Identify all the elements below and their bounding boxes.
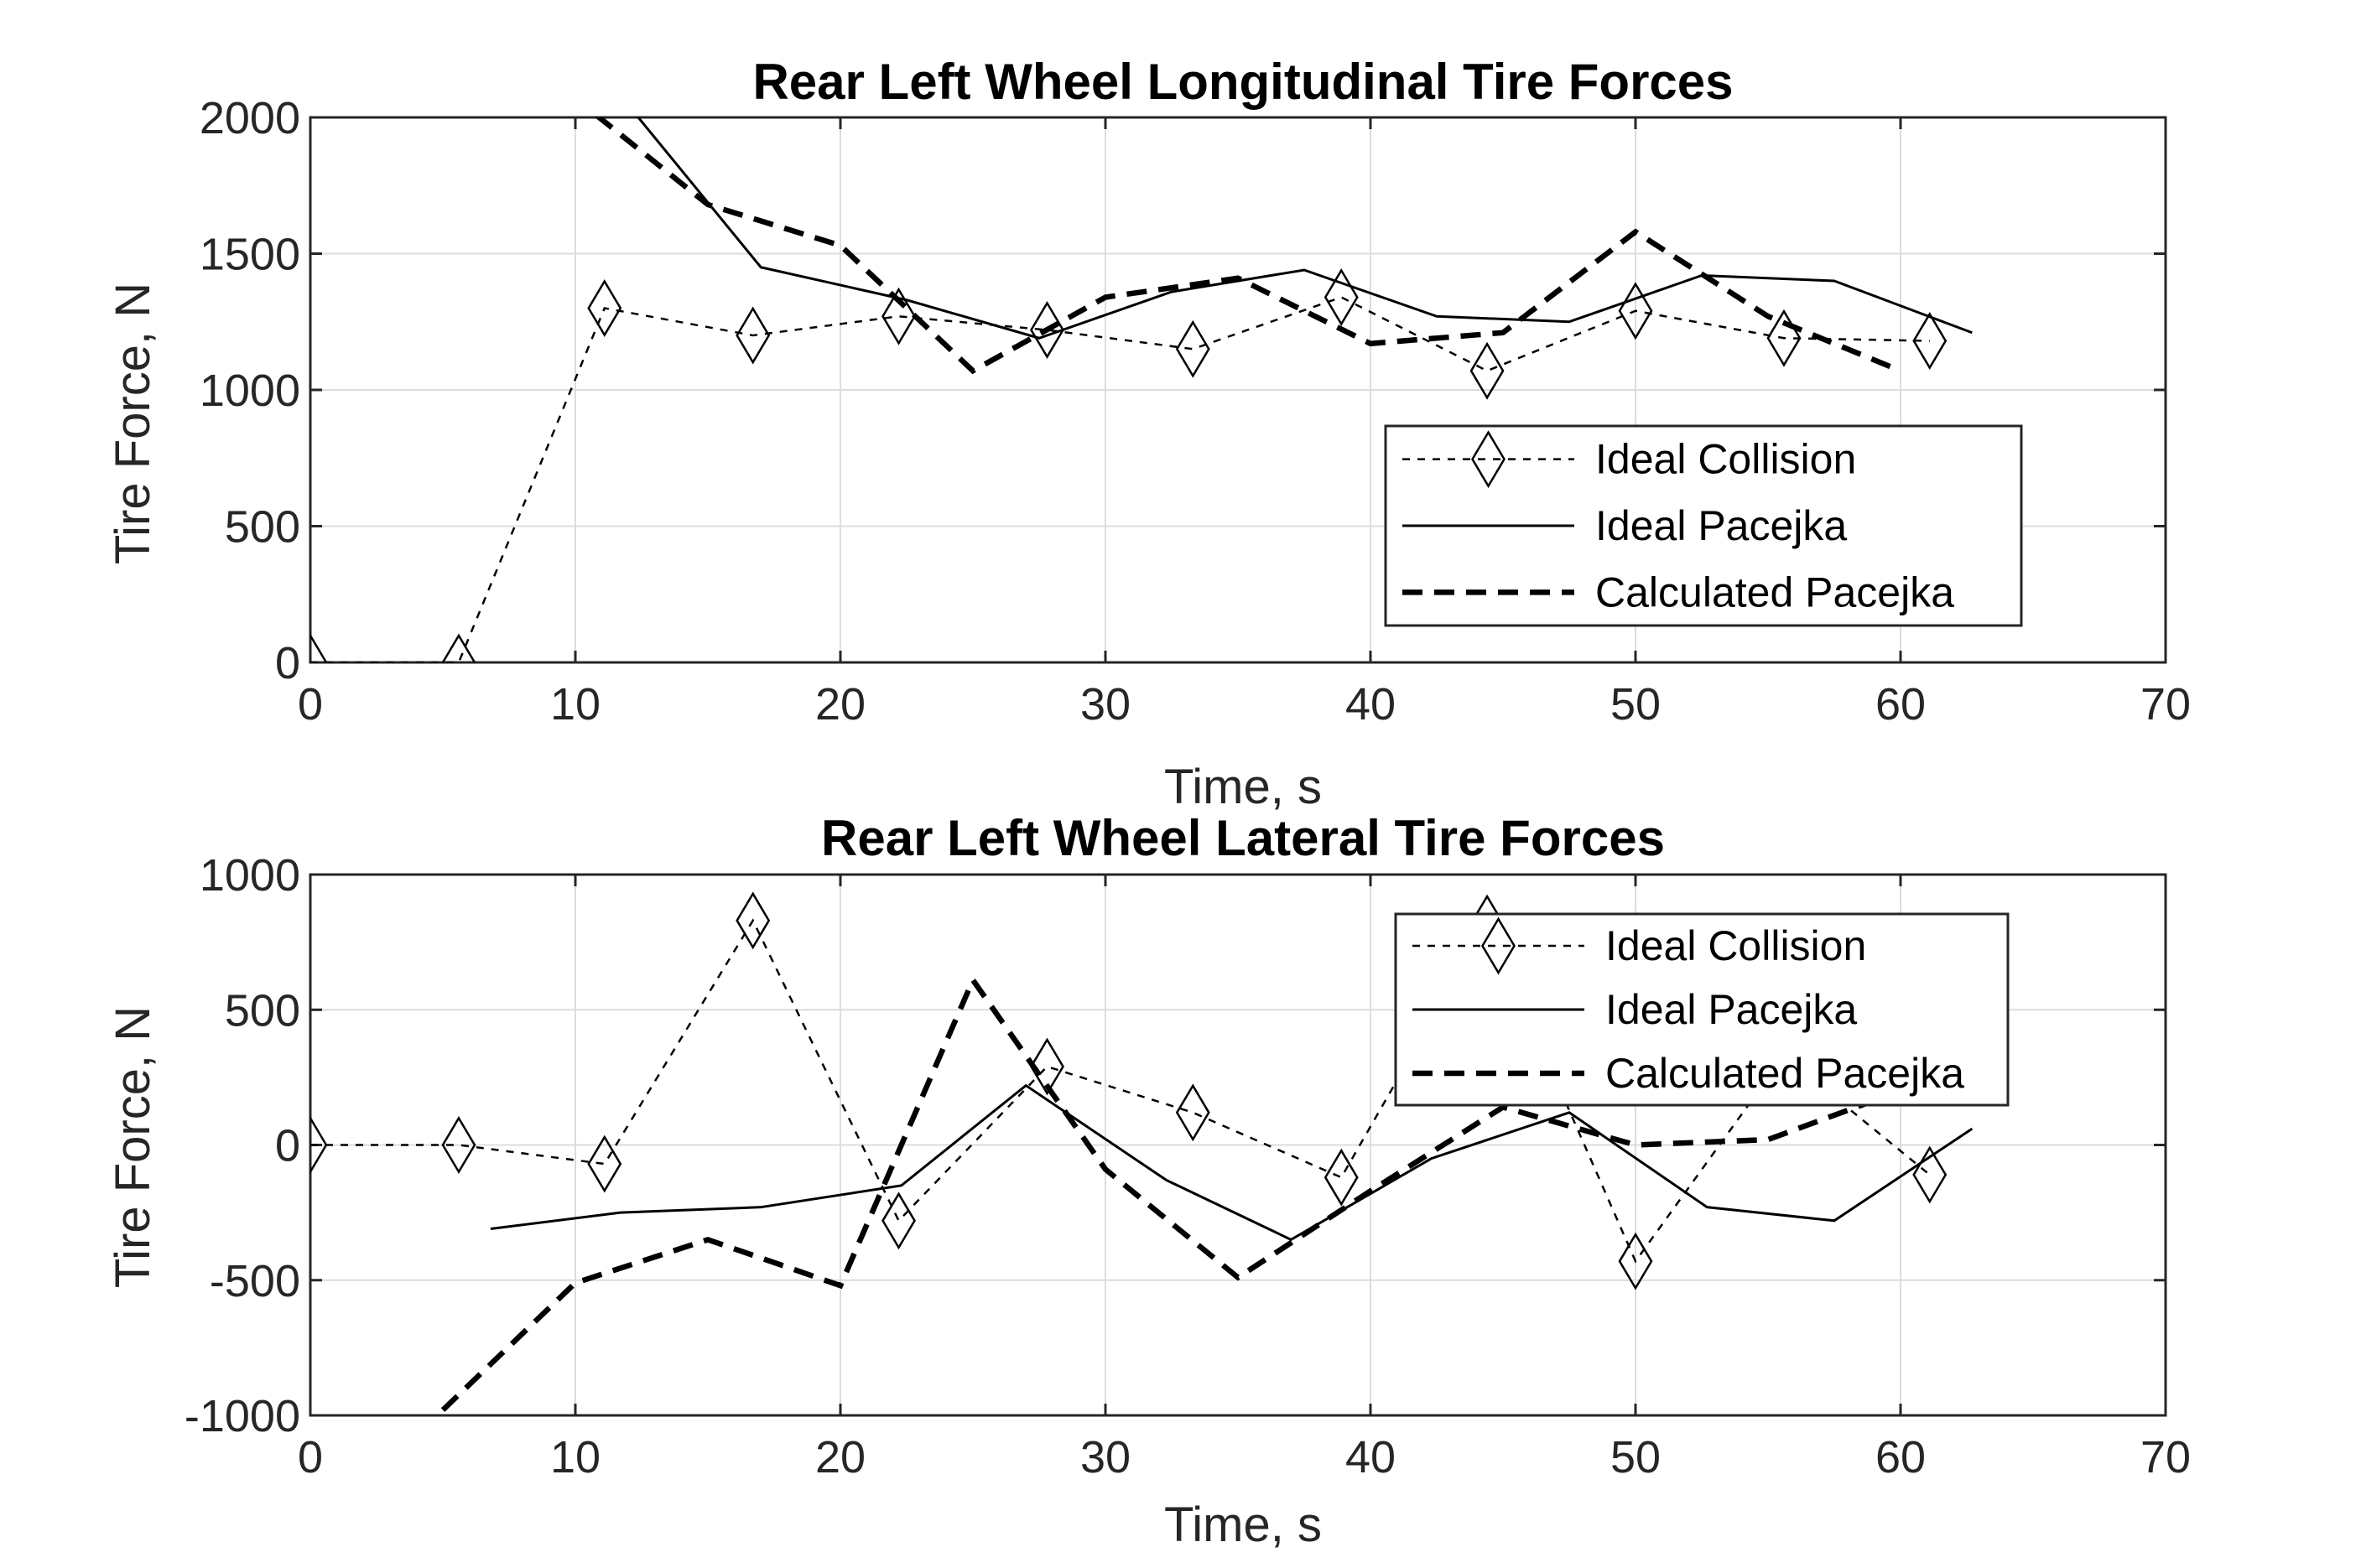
data-point-marker (1030, 1037, 1064, 1096)
ticks: 0 10 20 30 40 50 60 70 -1000 -500 0 500 1000 (185, 850, 2191, 1482)
legend-label: Ideal Collision (1605, 922, 1866, 969)
data-point-marker (310, 633, 328, 662)
y-axis-label: Tire Force, N (106, 283, 160, 564)
data-point-marker (736, 891, 771, 950)
y-axis-label: Tire Force, N (106, 1006, 160, 1288)
y-tick-label: 2000 (200, 93, 300, 143)
x-tick-label: 30 (1080, 1432, 1131, 1482)
x-tick-label: 10 (550, 679, 601, 729)
data-point-marker (1469, 341, 1505, 400)
series-line (440, 974, 1902, 1412)
ticks: 0 10 20 30 40 50 60 70 0 500 1000 1500 2000 (200, 93, 2191, 729)
series-line (595, 117, 1902, 375)
x-tick-label: 10 (550, 1432, 601, 1482)
data-point-marker (1912, 1145, 1948, 1204)
y-tick-label: 500 (225, 502, 300, 553)
legend-box (1394, 912, 2010, 1107)
series-calculated-pacejka (440, 974, 1902, 1412)
x-tick-label: 50 (1610, 1432, 1661, 1482)
data-point-marker (587, 1134, 622, 1193)
y-tick-label: 500 (225, 985, 300, 1036)
data-point-marker (1175, 319, 1210, 378)
x-tick-label: 60 (1875, 1432, 1926, 1482)
legend: Ideal Collision Ideal Pacejka Calculated P… (1394, 912, 2010, 1107)
y-tick-label: -500 (210, 1256, 300, 1306)
x-tick-label: 20 (815, 679, 866, 729)
y-tick-label: 1000 (200, 366, 300, 416)
x-tick-label: 40 (1345, 679, 1396, 729)
y-tick-label: 0 (275, 638, 300, 688)
x-tick-label: 20 (815, 1432, 866, 1482)
data-point-marker (441, 633, 476, 662)
legend-label: Calculated Pacejka (1595, 569, 1954, 615)
legend: Ideal Collision Ideal Pacejka Calculated P… (1384, 424, 2023, 627)
series-line (490, 1083, 1974, 1242)
y-tick-label: 0 (275, 1121, 300, 1171)
x-tick-label: 40 (1345, 1432, 1396, 1482)
legend-label: Ideal Pacejka (1605, 986, 1857, 1033)
data-point-marker (1912, 312, 1948, 370)
data-point-marker (736, 306, 771, 365)
data-point-marker (1324, 268, 1359, 326)
legend-label: Calculated Pacejka (1605, 1050, 1964, 1097)
longitudinal-force-chart: Rear Left Wheel Longitudinal Tire Forces… (106, 54, 2191, 814)
data-point-marker (1618, 1232, 1653, 1290)
series-calculated-pacejka (595, 117, 1902, 375)
x-tick-label: 50 (1610, 679, 1661, 729)
data-point-marker (441, 1116, 476, 1174)
legend-label: Ideal Pacejka (1595, 502, 1847, 549)
legend-label: Ideal Collision (1595, 436, 1856, 483)
y-tick-label: 1500 (200, 230, 300, 280)
data-point-marker (881, 1192, 916, 1250)
x-axis-label: Time, s (1164, 760, 1322, 814)
x-axis-label: Time, s (1164, 1498, 1322, 1552)
data-point-marker (1471, 430, 1506, 489)
x-tick-label: 0 (298, 1432, 323, 1482)
x-tick-label: 0 (298, 679, 323, 729)
y-tick-label: -1000 (185, 1391, 300, 1441)
series-ideal-pacejka (490, 1083, 1974, 1242)
x-tick-label: 70 (2140, 1432, 2191, 1482)
x-tick-label: 70 (2140, 679, 2191, 729)
data-point-marker (1175, 1083, 1210, 1142)
data-point-marker (587, 279, 622, 337)
lateral-force-chart: Rear Left Wheel Lateral Tire Forces Time… (106, 810, 2191, 1552)
x-tick-label: 30 (1080, 679, 1131, 729)
data-point-marker (310, 1116, 328, 1174)
series-line (310, 296, 1930, 662)
data-point-marker (881, 287, 916, 345)
chart-title: Rear Left Wheel Lateral Tire Forces (821, 810, 1665, 866)
x-tick-label: 60 (1875, 679, 1926, 729)
chart-title: Rear Left Wheel Longitudinal Tire Forces (752, 54, 1733, 110)
series-line (310, 918, 1931, 1264)
data-point-marker (1030, 301, 1064, 359)
data-point-marker (1324, 1148, 1359, 1207)
y-tick-label: 1000 (200, 850, 300, 901)
data-point-marker (1481, 916, 1516, 975)
